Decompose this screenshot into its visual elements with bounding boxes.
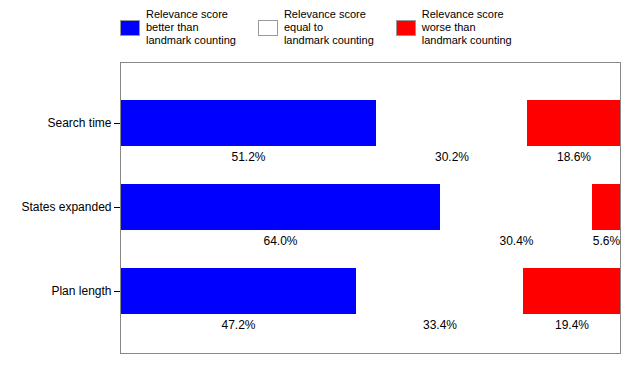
svg-text:Search time: Search time (47, 116, 111, 130)
svg-text:47.2%: 47.2% (221, 317, 255, 331)
svg-text:19.4%: 19.4% (555, 317, 589, 331)
svg-text:30.4%: 30.4% (499, 233, 533, 247)
svg-text:5.6%: 5.6% (593, 233, 621, 247)
html-text:Relevance score better than la: Relevance score better than landmark cou… (146, 8, 236, 47)
svg-text:33.4%: 33.4% (423, 317, 457, 331)
svg-text:64.0%: 64.0% (263, 233, 297, 247)
svg-text:30.2%: 30.2% (435, 149, 469, 163)
html-text:Relevance score worse than lan: Relevance score worse than landmark coun… (421, 8, 512, 47)
svg-text:18.6%: 18.6% (557, 149, 591, 163)
svg-text:51.2%: 51.2% (231, 149, 265, 163)
svg-text:States expanded: States expanded (21, 200, 111, 214)
svg-text:Plan length: Plan length (51, 284, 111, 298)
html-text:Relevance score equal to landm: Relevance score equal to landmark counti… (283, 8, 374, 47)
